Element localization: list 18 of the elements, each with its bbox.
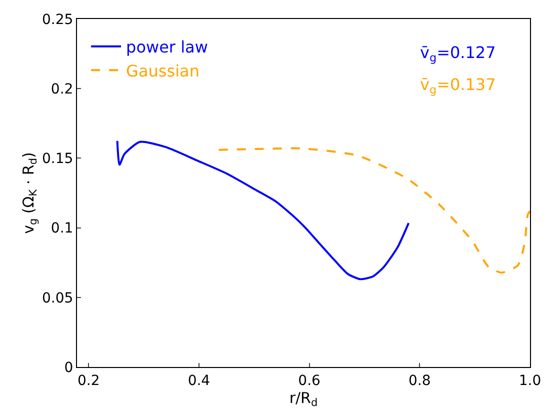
annotation: v̄$_{g}$=0.127: [420, 43, 496, 64]
x-tick-label: 0.2: [77, 372, 100, 389]
line-series: [218, 147, 530, 274]
line-series: [116, 140, 410, 280]
y-tick-label: 0.05: [42, 290, 74, 306]
legend-label: Gaussian: [126, 61, 200, 80]
x-tick-label: 0.8: [408, 372, 431, 389]
y-tick-label: 0.1: [50, 220, 74, 237]
x-tick-label: 0.6: [298, 372, 321, 389]
x-tick-label: 0.4: [188, 372, 210, 389]
y-tick-label: 0.25: [42, 12, 74, 28]
x-tick-label: 1.0: [518, 372, 542, 389]
y-tick-label: 0.2: [50, 82, 74, 98]
legend-label: power law: [126, 38, 208, 57]
x-axis-title: r/R$_{d}$: [289, 388, 318, 409]
y-tick-label: 0.15: [42, 151, 74, 168]
annotation: v̄$_{g}$=0.137: [420, 75, 496, 96]
y-tick-label: 0: [64, 360, 74, 376]
